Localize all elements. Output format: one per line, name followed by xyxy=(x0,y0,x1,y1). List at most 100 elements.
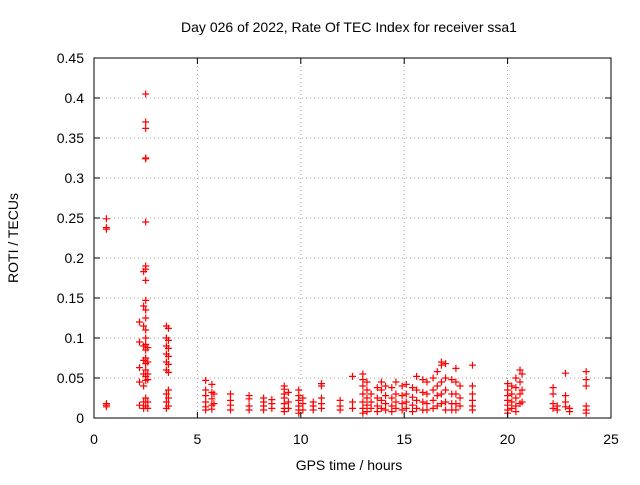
grid-lines xyxy=(94,58,611,418)
data-point xyxy=(164,352,172,360)
data-point xyxy=(408,384,416,392)
data-point xyxy=(433,382,441,390)
data-point xyxy=(367,398,375,406)
data-point xyxy=(268,404,276,412)
data-point xyxy=(508,404,516,412)
data-point xyxy=(382,392,390,400)
data-point xyxy=(504,380,512,388)
data-point xyxy=(419,376,427,384)
y-tick-label: 0.15 xyxy=(57,290,84,306)
data-point xyxy=(582,376,590,384)
data-point xyxy=(402,380,410,388)
data-point xyxy=(135,364,143,372)
data-point xyxy=(433,368,441,376)
data-point xyxy=(164,324,172,332)
x-axis-label: GPS time / hours xyxy=(296,457,403,473)
y-tick-label: 0 xyxy=(76,410,84,426)
data-point xyxy=(402,398,410,406)
data-point xyxy=(512,408,520,416)
data-point xyxy=(549,390,557,398)
data-point xyxy=(408,401,416,409)
data-point xyxy=(202,406,210,414)
y-tick-label: 0.4 xyxy=(65,90,85,106)
data-point xyxy=(423,400,431,408)
x-tick-label: 10 xyxy=(293,431,309,447)
data-point xyxy=(299,406,307,414)
data-point xyxy=(437,400,445,408)
plot-frame xyxy=(93,57,612,419)
data-point xyxy=(208,395,216,403)
data-point xyxy=(102,225,110,233)
data-point xyxy=(284,388,292,396)
data-point xyxy=(377,404,385,412)
data-point xyxy=(144,376,152,384)
data-point xyxy=(518,386,526,394)
data-point xyxy=(349,398,356,406)
data-point xyxy=(299,400,307,408)
data-point xyxy=(429,386,437,394)
data-point xyxy=(377,396,385,404)
chart-title: Day 026 of 2022, Rate Of TEC Index for r… xyxy=(181,19,517,35)
data-point xyxy=(402,390,410,398)
data-point xyxy=(284,398,292,406)
data-point xyxy=(408,393,416,401)
data-point xyxy=(208,380,216,388)
data-point xyxy=(429,404,437,412)
data-point xyxy=(562,369,570,377)
data-point xyxy=(468,406,476,414)
data-point xyxy=(359,409,367,417)
data-point xyxy=(508,382,516,390)
data-point xyxy=(144,358,152,366)
data-point xyxy=(456,382,464,390)
data-point xyxy=(419,398,427,406)
data-point xyxy=(284,404,292,412)
data-point xyxy=(363,401,371,409)
data-point xyxy=(398,406,406,414)
data-point xyxy=(359,382,367,390)
data-point xyxy=(367,390,375,398)
data-point xyxy=(142,326,150,334)
data-point xyxy=(226,406,234,414)
data-point xyxy=(164,368,172,376)
data-point xyxy=(549,404,557,412)
data-point xyxy=(142,118,150,126)
data-point xyxy=(452,390,460,398)
data-point xyxy=(142,218,150,226)
y-tick-label: 0.35 xyxy=(57,130,84,146)
data-point xyxy=(553,406,561,414)
data-point xyxy=(202,376,210,384)
data-point xyxy=(437,378,445,386)
data-point xyxy=(442,386,450,394)
data-point xyxy=(135,401,143,409)
data-point xyxy=(164,402,172,410)
data-point xyxy=(140,322,148,330)
data-point xyxy=(452,378,460,386)
data-point xyxy=(402,404,410,412)
data-point xyxy=(208,405,216,413)
y-tick-label: 0.45 xyxy=(57,50,84,66)
data-point xyxy=(398,382,406,390)
data-point xyxy=(142,394,150,402)
y-axis-label: ROTI / TECUs xyxy=(5,193,21,283)
data-point xyxy=(309,406,317,414)
data-point xyxy=(388,408,396,416)
y-tick-label: 0.05 xyxy=(57,370,84,386)
data-point xyxy=(413,372,421,380)
y-tick-label: 0.2 xyxy=(65,250,85,266)
data-point xyxy=(144,344,152,352)
data-point xyxy=(468,382,476,390)
data-point xyxy=(245,395,253,403)
data-point xyxy=(408,408,416,416)
data-point xyxy=(562,392,570,400)
data-point xyxy=(349,372,356,380)
data-point xyxy=(437,361,445,369)
data-point xyxy=(433,402,441,410)
data-point xyxy=(336,406,344,414)
x-tick-label: 25 xyxy=(603,431,619,447)
data-point xyxy=(164,386,172,394)
data-point xyxy=(210,390,218,398)
data-point xyxy=(359,390,367,398)
y-tick-label: 0.25 xyxy=(57,210,84,226)
data-point xyxy=(373,384,381,392)
